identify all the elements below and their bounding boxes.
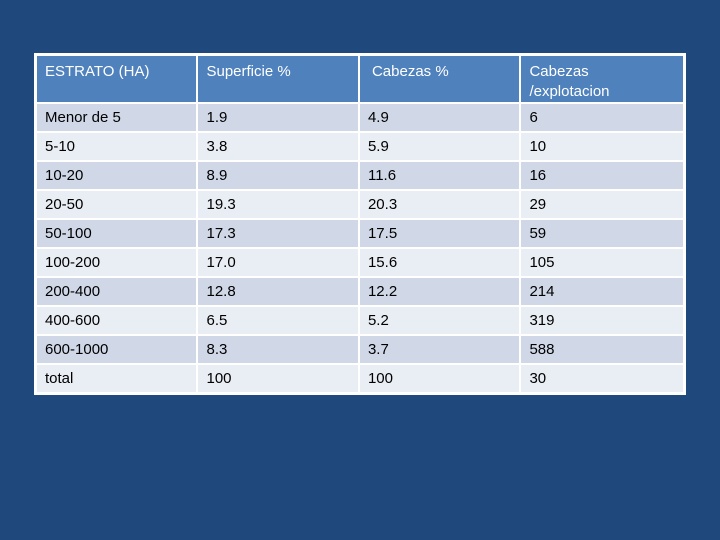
- cell-estrato: 50-100: [37, 220, 197, 247]
- cell-estrato: 100-200: [37, 249, 197, 276]
- cell-cabezas: 11.6: [359, 162, 520, 189]
- cell-estrato: 600-1000: [37, 336, 197, 363]
- cell-estrato: 10-20: [37, 162, 197, 189]
- table-row: 20-50 19.3 20.3 29: [37, 191, 683, 218]
- cell-superficie: 19.3: [198, 191, 358, 218]
- header-cabezas: Cabezas %: [359, 56, 520, 102]
- cell-cabezas-explotacion: 6: [521, 104, 683, 131]
- cell-cabezas-explotacion: 214: [521, 278, 683, 305]
- header-cabezas-explotacion-line1: Cabezas: [529, 63, 589, 80]
- table-header-row: ESTRATO (HA) Superficie % Cabezas % Cabe…: [37, 56, 683, 102]
- cell-superficie: 8.3: [198, 336, 358, 363]
- cell-estrato: 200-400: [37, 278, 197, 305]
- cell-superficie: 17.0: [198, 249, 358, 276]
- table-row: 5-10 3.8 5.9 10: [37, 133, 683, 160]
- cell-cabezas: 12.2: [359, 278, 520, 305]
- table-row: 600-1000 8.3 3.7 588: [37, 336, 683, 363]
- table-row: total 100 100 30: [37, 365, 683, 392]
- table-row: Menor de 5 1.9 4.9 6: [37, 104, 683, 131]
- table-row: 10-20 8.9 11.6 16: [37, 162, 683, 189]
- cell-cabezas-explotacion: 29: [521, 191, 683, 218]
- cell-superficie: 3.8: [198, 133, 358, 160]
- cell-cabezas-explotacion: 30: [521, 365, 683, 392]
- cell-cabezas-explotacion: 105: [521, 249, 683, 276]
- data-table-container: ESTRATO (HA) Superficie % Cabezas % Cabe…: [34, 53, 686, 395]
- table-row: 50-100 17.3 17.5 59: [37, 220, 683, 247]
- cell-cabezas-explotacion: 10: [521, 133, 683, 160]
- cell-cabezas: 15.6: [359, 249, 520, 276]
- cell-cabezas: 100: [359, 365, 520, 392]
- cell-cabezas-explotacion: 319: [521, 307, 683, 334]
- cell-estrato: total: [37, 365, 197, 392]
- cell-estrato: 400-600: [37, 307, 197, 334]
- cell-superficie: 1.9: [198, 104, 358, 131]
- cell-superficie: 100: [198, 365, 358, 392]
- header-superficie: Superficie %: [198, 56, 358, 102]
- cell-superficie: 8.9: [198, 162, 358, 189]
- estrato-table: ESTRATO (HA) Superficie % Cabezas % Cabe…: [35, 54, 685, 394]
- cell-cabezas-explotacion: 588: [521, 336, 683, 363]
- table-row: 100-200 17.0 15.6 105: [37, 249, 683, 276]
- cell-superficie: 17.3: [198, 220, 358, 247]
- cell-estrato: Menor de 5: [37, 104, 197, 131]
- cell-cabezas-explotacion: 16: [521, 162, 683, 189]
- header-cabezas-explotacion-line2: /explotacion: [529, 83, 610, 100]
- cell-cabezas: 20.3: [359, 191, 520, 218]
- cell-superficie: 12.8: [198, 278, 358, 305]
- cell-cabezas: 5.2: [359, 307, 520, 334]
- cell-superficie: 6.5: [198, 307, 358, 334]
- table-row: 400-600 6.5 5.2 319: [37, 307, 683, 334]
- header-cabezas-explotacion: Cabezas /explotacion: [521, 56, 683, 102]
- cell-cabezas: 3.7: [359, 336, 520, 363]
- cell-cabezas: 4.9: [359, 104, 520, 131]
- cell-estrato: 20-50: [37, 191, 197, 218]
- cell-cabezas-explotacion: 59: [521, 220, 683, 247]
- header-estrato: ESTRATO (HA): [37, 56, 197, 102]
- table-row: 200-400 12.8 12.2 214: [37, 278, 683, 305]
- cell-cabezas: 17.5: [359, 220, 520, 247]
- cell-estrato: 5-10: [37, 133, 197, 160]
- cell-cabezas: 5.9: [359, 133, 520, 160]
